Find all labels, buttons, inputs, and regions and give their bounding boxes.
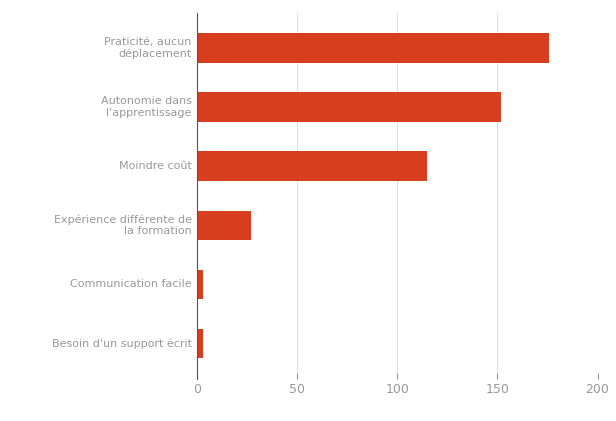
Bar [197, 92, 501, 122]
Bar [197, 210, 251, 240]
Bar [197, 152, 428, 181]
Bar [197, 269, 203, 299]
Bar [197, 329, 203, 358]
Bar [197, 33, 549, 63]
